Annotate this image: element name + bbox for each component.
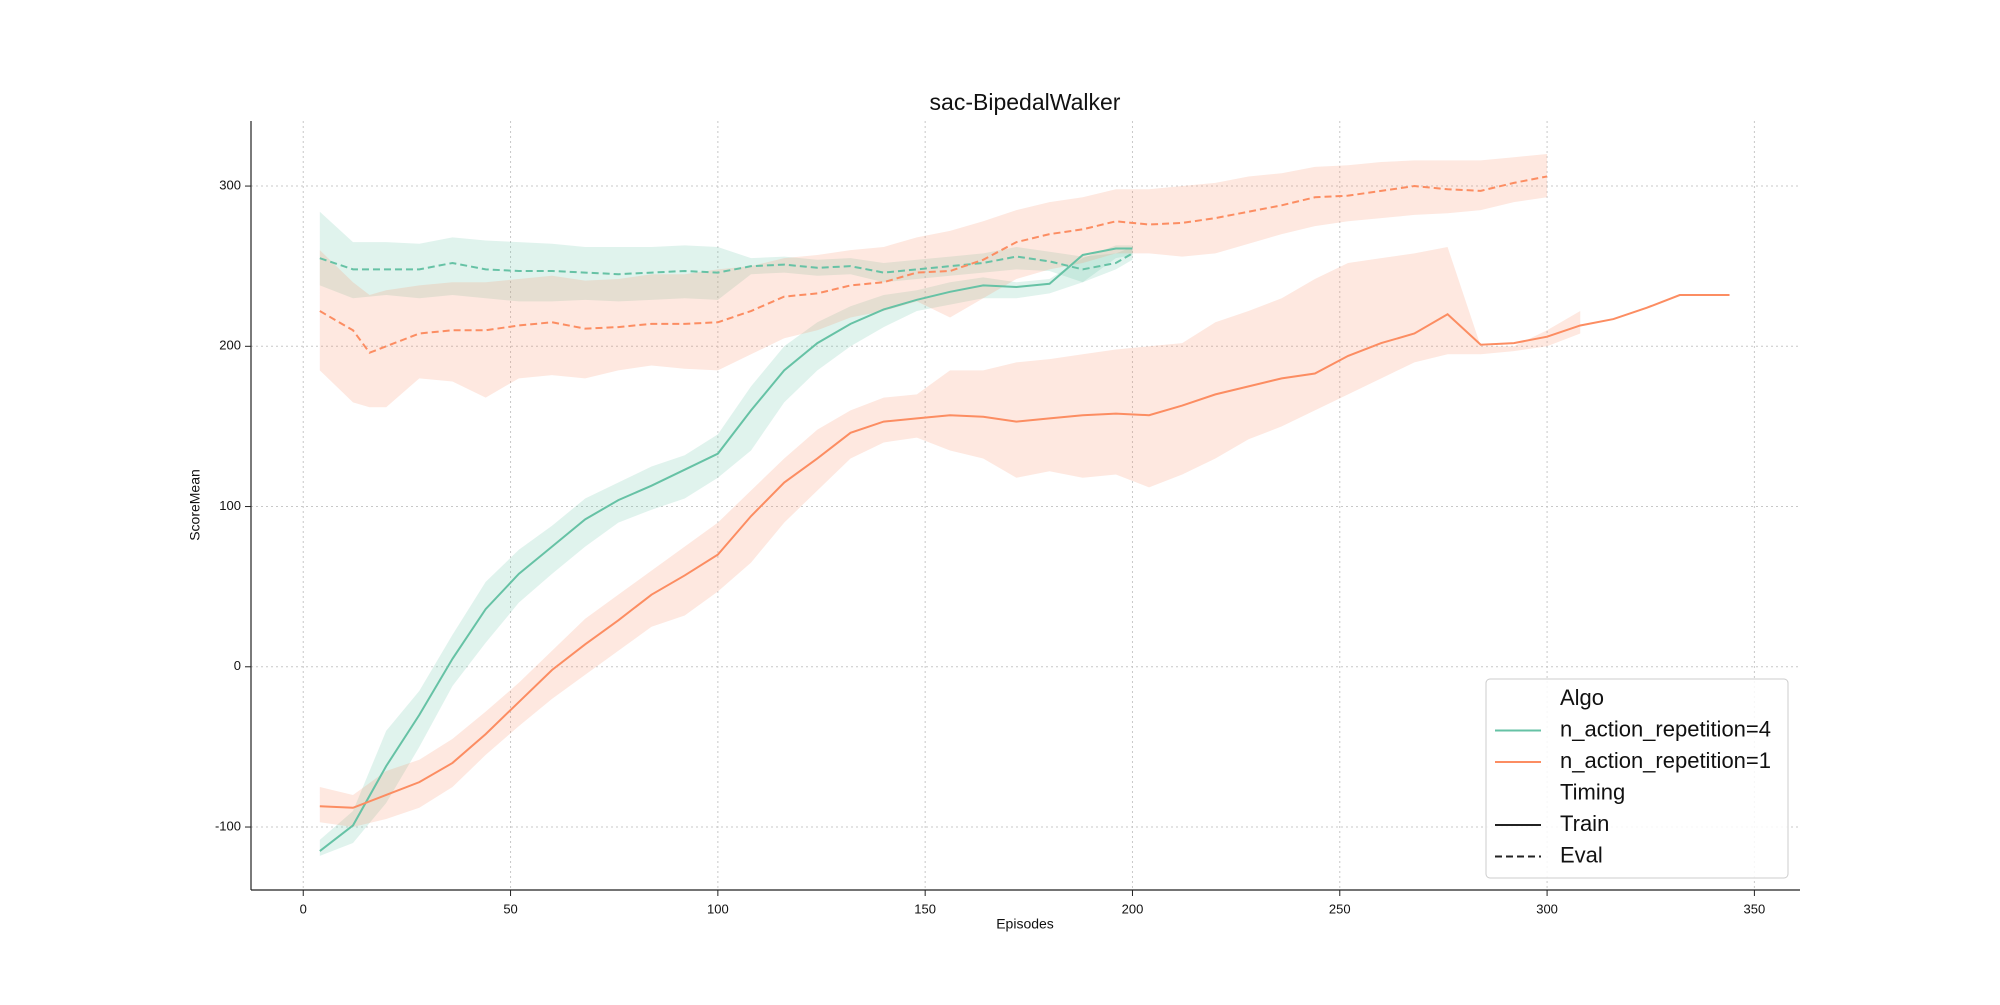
legend-label: Train — [1560, 811, 1609, 836]
x-tick-label: 350 — [1744, 901, 1766, 916]
confidence-band — [319, 246, 1581, 828]
confidence-band — [319, 154, 1548, 408]
x-tick-label: 300 — [1536, 901, 1558, 916]
legend-label: n_action_repetition=1 — [1560, 748, 1771, 773]
x-tick-label: 250 — [1329, 901, 1351, 916]
y-tick-label: 300 — [219, 177, 241, 192]
x-tick-label: 50 — [503, 901, 517, 916]
legend-label: n_action_repetition=4 — [1560, 716, 1771, 741]
confidence-band — [319, 211, 1133, 302]
y-tick-label: 100 — [219, 498, 241, 513]
legend-group-title: Timing — [1560, 779, 1625, 804]
series-line — [319, 247, 1133, 852]
y-tick-label: -100 — [215, 818, 241, 833]
chart-title: sac-BipedalWalker — [930, 89, 1121, 115]
legend-box — [1485, 678, 1789, 879]
x-axis-label: Episodes — [996, 916, 1054, 932]
legend: Algo n_action_repetition=4 n_action_repeti… — [1485, 678, 1789, 879]
x-tick-label: 100 — [707, 901, 729, 916]
y-axis-label: ScoreMean — [187, 469, 203, 541]
series-line — [319, 294, 1730, 809]
x-tick-label: 0 — [300, 901, 307, 916]
x-tick-label: 200 — [1122, 901, 1144, 916]
x-tick-label: 150 — [914, 901, 936, 916]
series-line — [319, 252, 1133, 276]
y-tick-label: 0 — [234, 658, 241, 673]
series-line — [319, 175, 1548, 354]
y-tick-label: 200 — [219, 338, 241, 353]
legend-label: Eval — [1560, 842, 1603, 867]
legend-group-title: Algo — [1560, 685, 1604, 710]
